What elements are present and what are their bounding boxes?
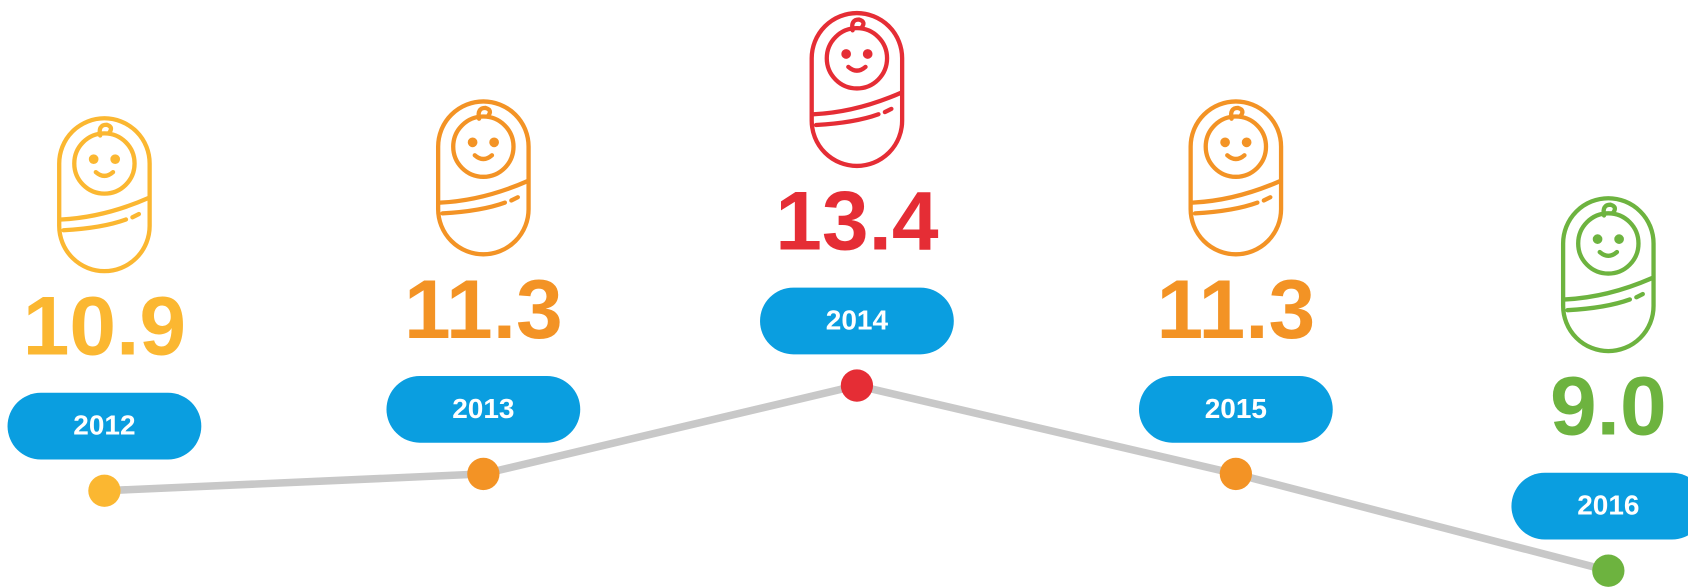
year-badge: [386, 375, 581, 443]
icon-eye: [1614, 234, 1624, 244]
icon-eye: [841, 49, 851, 59]
icon-swaddle: [130, 211, 142, 220]
point: [467, 457, 500, 491]
icon-eye: [1220, 137, 1230, 148]
icon-mouth: [846, 64, 868, 73]
icon-eye: [110, 154, 121, 165]
point: [1592, 554, 1625, 587]
year-badge: [760, 287, 954, 355]
baby-icon: [809, 10, 905, 169]
x-tick-label: 2016: [1577, 490, 1639, 521]
icon-curl: [1228, 105, 1245, 121]
value-label: 13.4: [775, 173, 939, 267]
year-badge: [7, 392, 202, 460]
value-label: 11.3: [1156, 262, 1315, 356]
icon-mouth: [1597, 249, 1620, 258]
value-label: 11.3: [404, 262, 563, 356]
icon-eye: [862, 49, 873, 59]
icon-head: [1576, 211, 1641, 276]
point: [840, 369, 874, 402]
icon-eye: [1592, 234, 1603, 244]
x-tick-label: 2014: [826, 304, 889, 335]
baby-icon: [57, 116, 152, 274]
icon-eye: [1241, 137, 1252, 148]
icon-eye: [88, 154, 99, 165]
icon-mouth: [1225, 153, 1247, 162]
icon-head: [72, 131, 137, 196]
icon-swaddle: [1192, 200, 1260, 216]
icon-swaddle: [882, 106, 894, 115]
icon-swaddle: [61, 217, 129, 233]
icon-eye: [467, 137, 478, 148]
icon-eye: [489, 137, 499, 148]
icon-swaddle: [813, 112, 881, 128]
icon-swaddle: [1565, 297, 1633, 313]
line: [104, 381, 1610, 575]
value-label: 10.9: [23, 279, 186, 373]
point: [88, 474, 121, 507]
x-tick-label: 2013: [452, 393, 514, 424]
icon-mouth: [472, 153, 495, 162]
x-tick-label: 2012: [73, 410, 135, 441]
icon-curl: [476, 105, 493, 121]
year-badge: [1138, 375, 1333, 443]
icon-swaddle: [509, 195, 520, 203]
icon-head: [451, 114, 516, 179]
x-tick-label: 2015: [1205, 393, 1267, 424]
icon-swaddle: [811, 90, 904, 117]
icon-curl: [850, 17, 866, 33]
icon-mouth: [93, 169, 116, 179]
icon-curl: [1601, 202, 1618, 218]
icon-head: [1203, 114, 1269, 179]
icon-swaddle: [59, 195, 151, 222]
point: [1219, 457, 1253, 491]
baby-icon: [435, 99, 531, 257]
icon-curl: [97, 122, 114, 138]
icon-swaddle: [1190, 178, 1283, 205]
icon-swaddle: [440, 200, 508, 216]
value-label: 9.0: [1550, 359, 1667, 453]
baby-icon: [1188, 99, 1284, 257]
baby-icon: [1560, 196, 1656, 354]
icon-swaddle: [1563, 275, 1655, 302]
icon-swaddle: [1634, 291, 1645, 300]
year-badge: [1511, 472, 1688, 540]
icon-swaddle: [438, 178, 530, 205]
icon-head: [824, 25, 890, 91]
icon-swaddle: [1261, 195, 1273, 203]
